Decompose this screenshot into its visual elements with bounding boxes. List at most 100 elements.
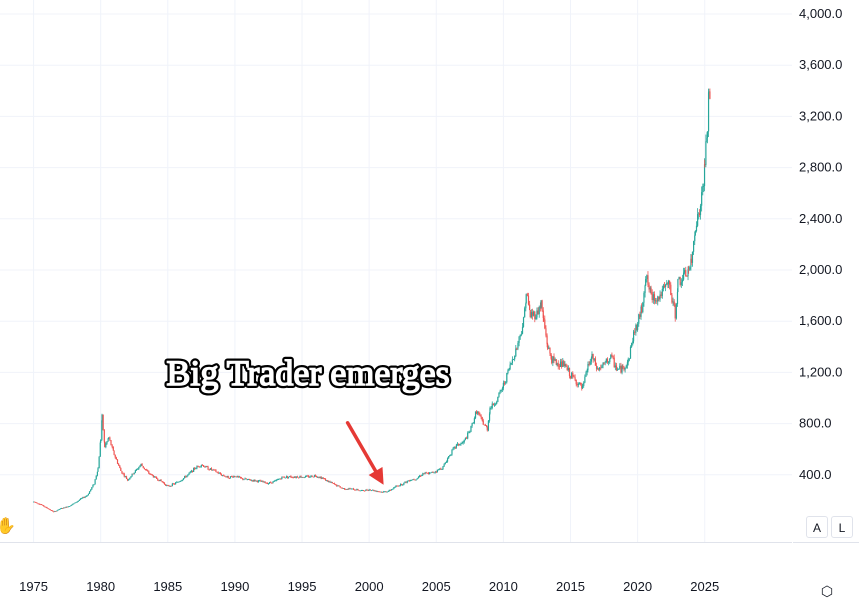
candle-body bbox=[267, 483, 270, 485]
candle-body bbox=[601, 365, 603, 369]
candle-body bbox=[101, 420, 103, 440]
candle-body bbox=[185, 476, 187, 478]
candle-body bbox=[369, 489, 371, 491]
log-scale-button[interactable]: L bbox=[831, 516, 853, 538]
candle-body bbox=[187, 474, 189, 476]
candle-body bbox=[518, 336, 520, 343]
candle-body bbox=[418, 475, 421, 477]
candle-body bbox=[427, 472, 430, 475]
candle-body bbox=[649, 287, 651, 290]
candle-body bbox=[304, 476, 307, 478]
candle-body bbox=[690, 258, 692, 268]
candle-body bbox=[495, 403, 497, 405]
candle-body bbox=[540, 300, 542, 308]
candle-body bbox=[142, 465, 144, 468]
candle-body bbox=[186, 475, 188, 478]
candle-body bbox=[486, 427, 488, 431]
arrow-icon bbox=[345, 421, 378, 473]
candle-body bbox=[406, 480, 408, 483]
candle-body bbox=[152, 475, 154, 478]
candle-body bbox=[69, 505, 72, 507]
settings-icon[interactable]: ⬡ bbox=[820, 583, 834, 599]
candle-body bbox=[163, 482, 166, 485]
candle-body bbox=[613, 357, 615, 368]
candle-body bbox=[462, 442, 464, 444]
candle-body bbox=[632, 341, 634, 344]
candle-body bbox=[705, 141, 707, 165]
candle-body bbox=[455, 444, 458, 448]
candle-body bbox=[357, 489, 359, 491]
candle-body bbox=[640, 307, 642, 317]
candle-body bbox=[600, 367, 602, 369]
candle-body bbox=[670, 284, 672, 295]
price-axis[interactable]: 400.0 800.0 1,200.0 1,600.0 2,000.0 2,400.0 2,… bbox=[799, 6, 842, 482]
candle-body bbox=[94, 479, 96, 485]
candle-body bbox=[525, 294, 527, 304]
candle-body bbox=[130, 476, 132, 478]
candle-body bbox=[500, 389, 502, 392]
candle-body bbox=[389, 489, 392, 491]
candle-body bbox=[222, 475, 224, 476]
candle-body bbox=[576, 384, 578, 386]
candle-body bbox=[468, 432, 470, 434]
candle-body bbox=[439, 468, 441, 470]
candle-body bbox=[411, 479, 413, 481]
candle-body bbox=[605, 358, 607, 363]
x-tick-label: 2015 bbox=[556, 579, 585, 594]
candle-body bbox=[359, 490, 361, 492]
candle-body bbox=[491, 403, 493, 409]
annotation-text-outline: Big Trader emerges bbox=[166, 353, 449, 393]
candle-body bbox=[96, 471, 98, 476]
candle-body bbox=[469, 431, 471, 433]
candle-body bbox=[125, 476, 128, 479]
candle-body bbox=[444, 462, 446, 465]
candle-body bbox=[260, 480, 262, 482]
candle-body bbox=[246, 479, 248, 481]
candle-body bbox=[236, 476, 238, 478]
candle-body bbox=[387, 491, 389, 492]
candle-body bbox=[189, 471, 191, 473]
candle-body bbox=[456, 443, 459, 445]
candle-body bbox=[310, 475, 312, 477]
candle-body bbox=[355, 489, 357, 491]
auto-scale-button[interactable]: A bbox=[806, 516, 828, 538]
candle-body bbox=[205, 466, 207, 468]
candle-body bbox=[106, 441, 108, 444]
candle-body bbox=[564, 364, 566, 367]
candle-body bbox=[591, 353, 593, 358]
candle-body bbox=[62, 508, 64, 509]
candle-body bbox=[460, 443, 462, 445]
candle-body bbox=[101, 414, 103, 421]
candle-body bbox=[180, 480, 182, 482]
candle-body bbox=[113, 450, 115, 455]
candle-body bbox=[442, 466, 444, 470]
candle-body bbox=[625, 365, 627, 368]
candle-body bbox=[636, 325, 638, 330]
candle-body bbox=[661, 288, 663, 296]
candle-body bbox=[562, 361, 564, 367]
drag-handle-icon[interactable]: ✋ bbox=[0, 518, 16, 535]
candle-body bbox=[509, 364, 511, 369]
candle-body bbox=[684, 270, 686, 273]
candle-body bbox=[367, 490, 369, 492]
candle-body bbox=[245, 478, 247, 480]
candle-body bbox=[253, 479, 255, 482]
candle-body bbox=[299, 476, 301, 478]
candle-body bbox=[302, 476, 304, 478]
candle-body bbox=[602, 362, 604, 366]
candle-body bbox=[48, 508, 50, 510]
candle-body bbox=[201, 464, 204, 466]
candle-body bbox=[589, 361, 591, 365]
candle-body bbox=[527, 295, 530, 305]
candle-body bbox=[206, 466, 208, 467]
candle-body bbox=[256, 480, 258, 482]
candle-body bbox=[559, 361, 562, 367]
candle-body bbox=[552, 356, 554, 363]
candle-body bbox=[229, 476, 232, 479]
time-axis[interactable]: 1975 1980 1985 1990 1995 2000 2005 2010 2015 2020… bbox=[19, 579, 719, 594]
candle-body bbox=[620, 365, 622, 373]
candle-body bbox=[326, 480, 328, 481]
x-tick-label: 1990 bbox=[220, 579, 249, 594]
